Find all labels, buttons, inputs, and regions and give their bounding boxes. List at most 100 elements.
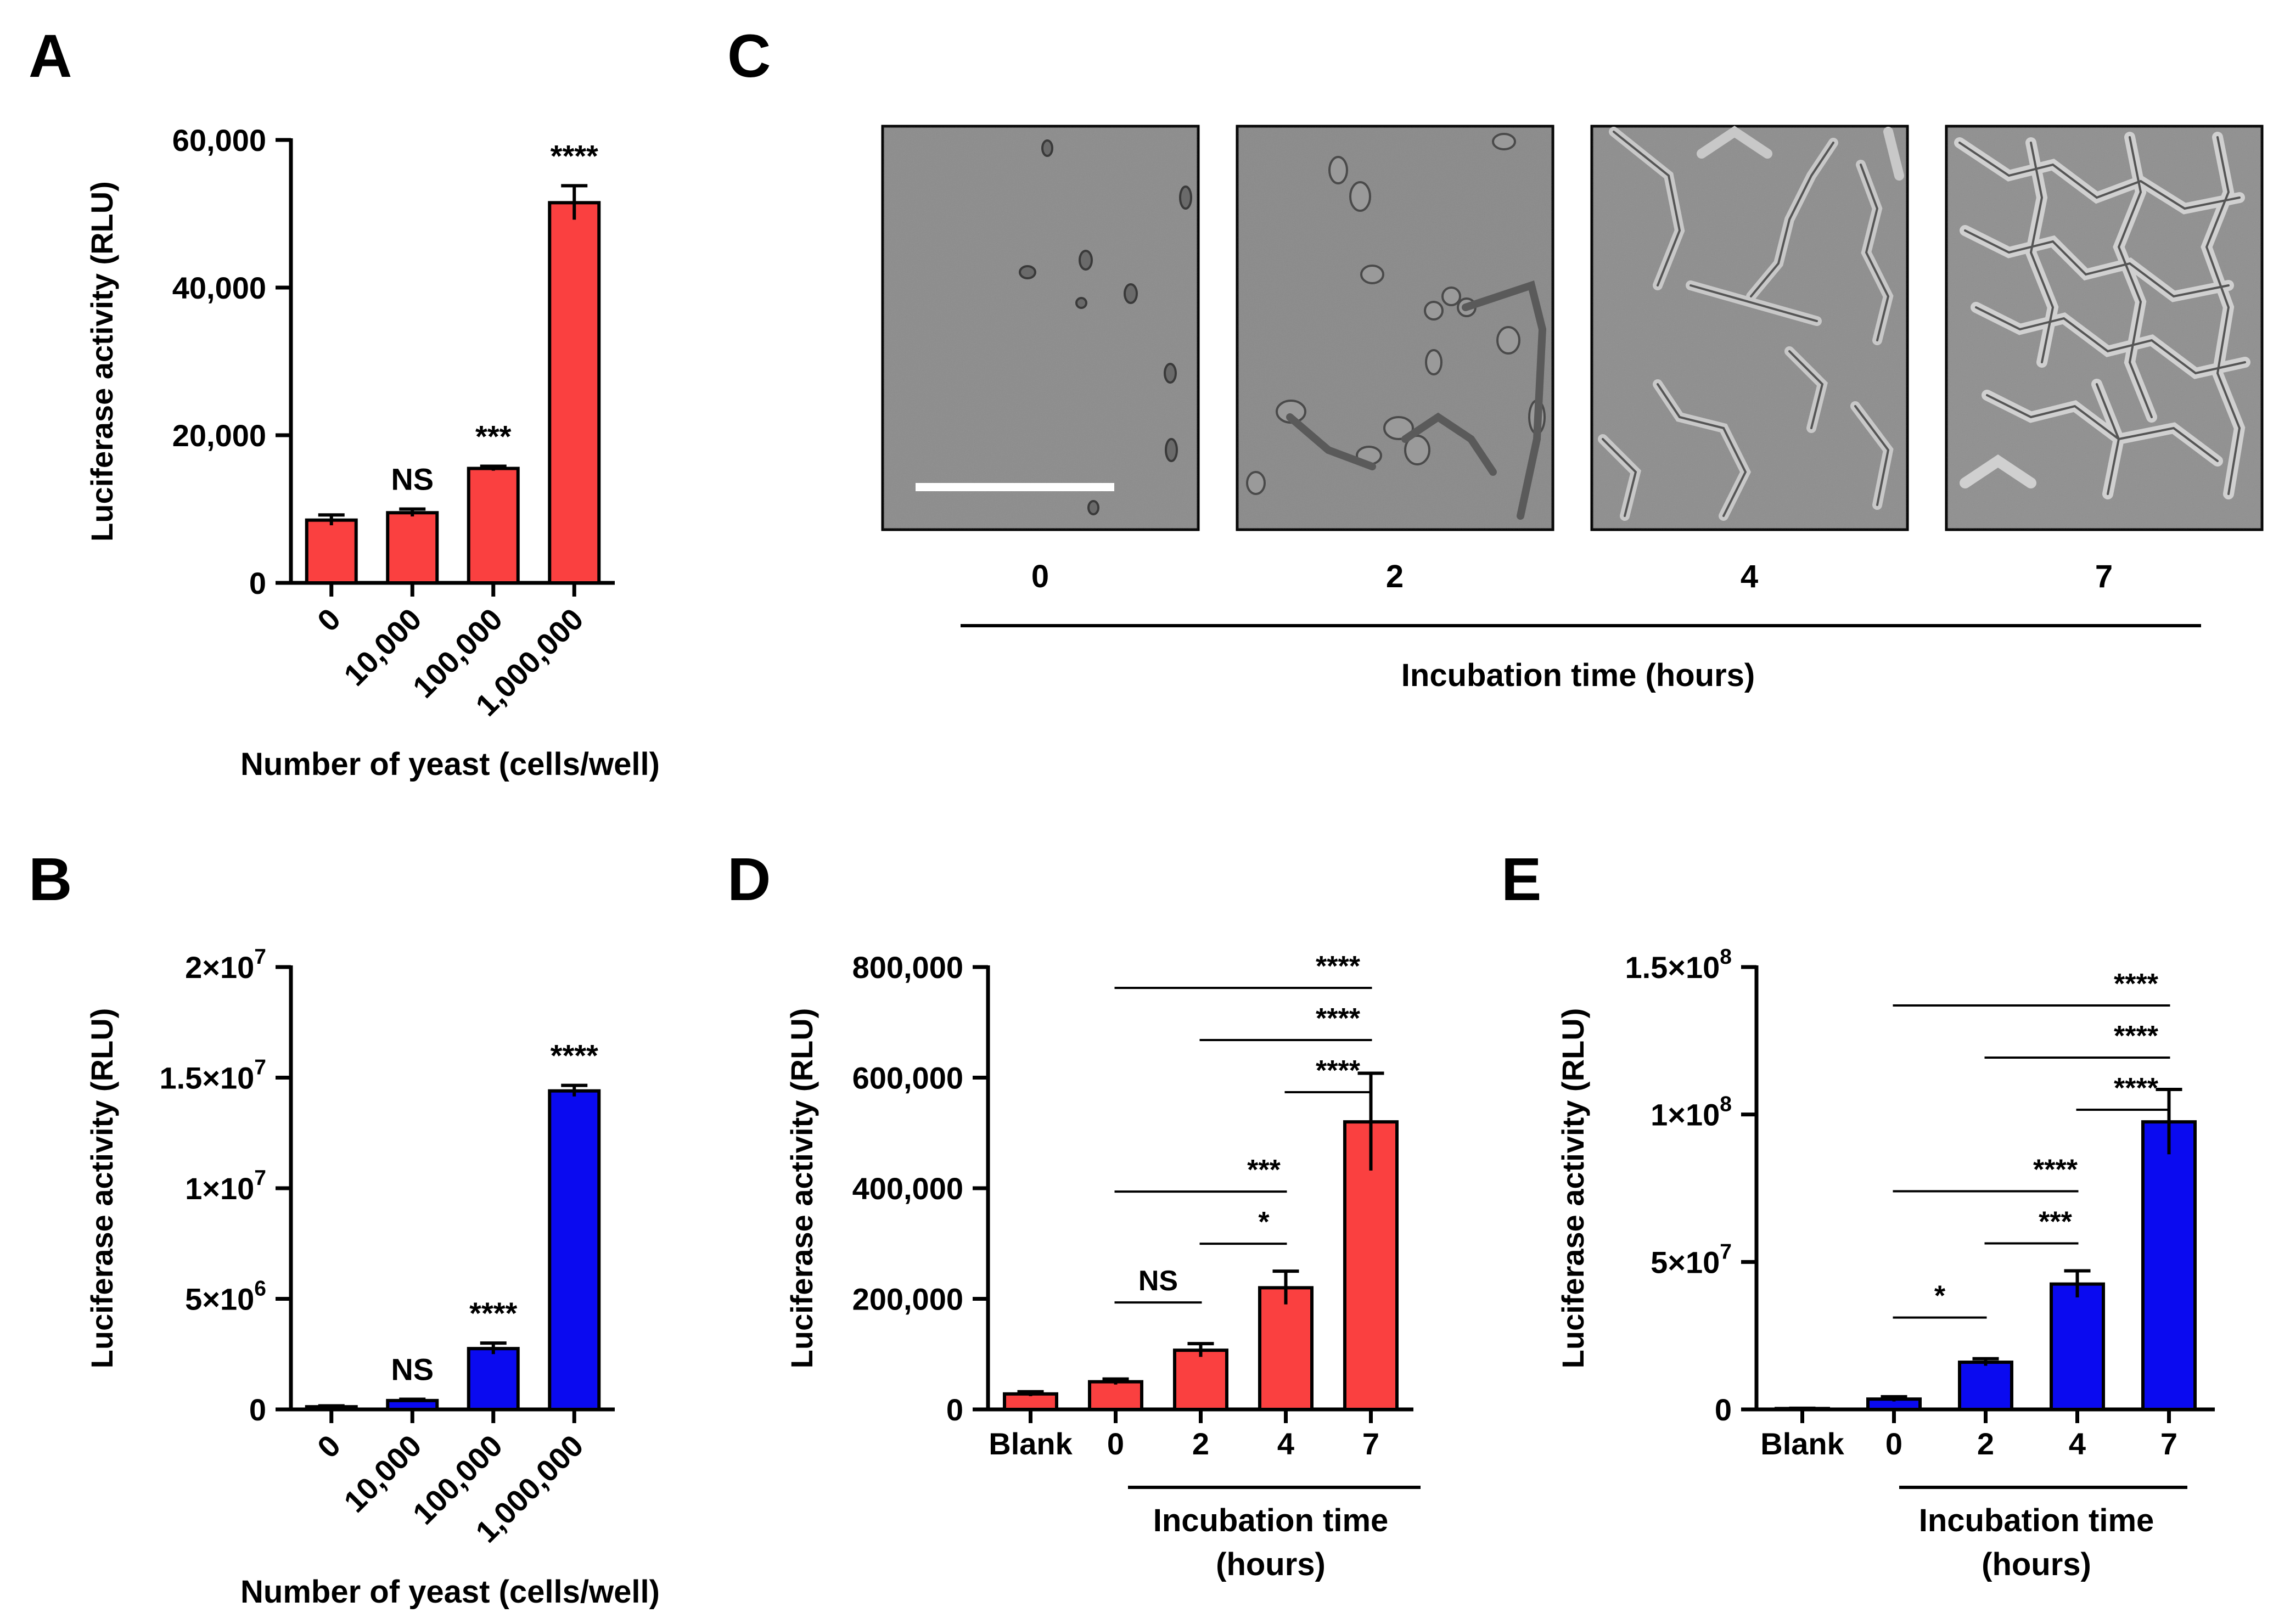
y-tick-label: 0 (1715, 1392, 1732, 1427)
y-tick-label: 200,000 (852, 1282, 963, 1317)
micrograph-time-7: 7 (2095, 559, 2113, 594)
bracket-label: **** (1316, 1003, 1361, 1035)
category-label: 0 (1107, 1426, 1124, 1461)
panel-letter-d: D (727, 846, 771, 913)
y-tick-mantissa: 5×10 (1651, 1245, 1720, 1279)
category-label: Blank (989, 1426, 1073, 1461)
bracket-label: *** (2039, 1206, 2072, 1238)
y-tick-exponent: 8 (1720, 945, 1732, 969)
bar (1173, 1348, 1228, 1412)
scale-bar (916, 483, 1114, 491)
bracket-label: **** (1316, 951, 1361, 982)
bracket-label: **** (2033, 1154, 2078, 1185)
y-tick-exponent: 6 (254, 1277, 266, 1301)
y-axis-label: Luciferase activity (RLU) (85, 1008, 119, 1369)
x-axis-label: (hours) (1982, 1547, 2091, 1582)
micrograph-time-2: 2 (1386, 559, 1404, 594)
bracket-label: **** (2114, 968, 2159, 1000)
y-tick-label: 800,000 (852, 950, 963, 985)
x-axis-label: Incubation time (1919, 1503, 2154, 1538)
x-axis-label: Incubation time (1153, 1503, 1389, 1538)
y-axis-label: Luciferase activity (RLU) (784, 1008, 819, 1369)
y-tick-label: 1×107 (185, 1166, 266, 1206)
bar (548, 201, 601, 585)
significance-label: NS (391, 462, 434, 497)
y-tick-mantissa: 1.5×10 (1625, 950, 1720, 985)
y-tick-mantissa: 1.5×10 (159, 1061, 254, 1095)
micrograph-time-4: 4 (1741, 559, 1758, 594)
y-tick-label: 1×108 (1651, 1093, 1732, 1132)
bar (2050, 1282, 2105, 1411)
y-tick-exponent: 8 (1720, 1093, 1732, 1116)
y-tick-mantissa: 0 (249, 1392, 266, 1427)
bar (1088, 1380, 1143, 1411)
y-tick-label: 0 (946, 1392, 963, 1427)
y-tick-mantissa: 1×10 (1651, 1098, 1720, 1132)
y-axis-label: Luciferase activity (RLU) (85, 181, 119, 542)
bar (1258, 1286, 1314, 1412)
bracket-label: * (1934, 1280, 1946, 1312)
y-tick-label: 2×107 (185, 945, 266, 985)
category-label: 0 (1885, 1426, 1902, 1461)
category-label: 2 (1977, 1426, 1994, 1461)
y-tick-mantissa: 1×10 (185, 1171, 254, 1206)
y-tick-mantissa: 2×10 (185, 950, 254, 985)
bar (2141, 1120, 2197, 1411)
category-label: 4 (1277, 1426, 1294, 1461)
chart-a: 0 20,000 40,000 60,000 Luciferase activity (… (85, 123, 660, 782)
y-tick-label: 40,000 (172, 271, 266, 305)
x-axis-label: Number of yeast (cells/well) (240, 746, 660, 782)
bracket-label: **** (1316, 1055, 1361, 1087)
category-label: 0 (311, 602, 347, 638)
y-tick-exponent: 7 (254, 1166, 266, 1190)
y-tick-label: 400,000 (852, 1171, 963, 1206)
bar (1958, 1361, 2013, 1411)
panel-letter-a: A (29, 23, 72, 90)
micrograph-time-0: 0 (1031, 559, 1049, 594)
panel-letter-b: B (29, 846, 72, 913)
y-tick-label: 600,000 (852, 1061, 963, 1095)
yeast-cells-0h (1019, 139, 1192, 515)
x-axis-label: Number of yeast (cells/well) (240, 1574, 660, 1610)
y-tick-label: 5×107 (1651, 1240, 1732, 1279)
y-tick-label: 5×106 (185, 1277, 266, 1317)
micrograph-caption: Incubation time (hours) (1401, 658, 1755, 693)
chart-d: 0 200,000 400,000 600,000 800,000 Luciferase … (784, 950, 1421, 1582)
y-tick-label: 0 (249, 566, 266, 600)
significance-label: *** (475, 419, 512, 453)
y-axis-label: Luciferase activity (RLU) (1556, 1008, 1590, 1369)
bar (548, 1089, 601, 1412)
panel-letter-e: E (1501, 846, 1541, 913)
bracket-label: *** (1247, 1154, 1281, 1186)
bar (305, 518, 358, 585)
y-tick-mantissa: 0 (1715, 1392, 1732, 1427)
category-label: 0 (311, 1428, 347, 1465)
significance-label: **** (551, 1038, 598, 1073)
category-label: Blank (1760, 1426, 1844, 1461)
significance-label: **** (551, 138, 598, 173)
bracket-label: NS (1138, 1265, 1178, 1297)
bar (467, 467, 520, 585)
micrograph-panel: 0 2 4 7 Incubation time (hours) (881, 125, 2264, 693)
y-tick-label: 60,000 (172, 123, 266, 158)
category-label: 2 (1192, 1426, 1209, 1461)
y-tick-label: 0 (249, 1392, 266, 1427)
bar (467, 1347, 520, 1412)
significance-label: NS (391, 1352, 434, 1386)
y-tick-label: 1.5×108 (1625, 945, 1732, 985)
y-tick-exponent: 7 (254, 945, 266, 969)
y-tick-exponent: 7 (254, 1056, 266, 1080)
category-label: 7 (1362, 1426, 1379, 1461)
bracket-label: **** (2114, 1072, 2159, 1104)
category-label: 4 (2069, 1426, 2086, 1461)
y-tick-mantissa: 5×10 (185, 1282, 254, 1317)
bar (386, 511, 439, 585)
bar (1003, 1392, 1058, 1412)
bracket-label: **** (2114, 1020, 2159, 1052)
significance-label: **** (469, 1296, 517, 1330)
y-tick-label: 1.5×107 (159, 1056, 266, 1095)
panel-letter-c: C (727, 23, 771, 90)
